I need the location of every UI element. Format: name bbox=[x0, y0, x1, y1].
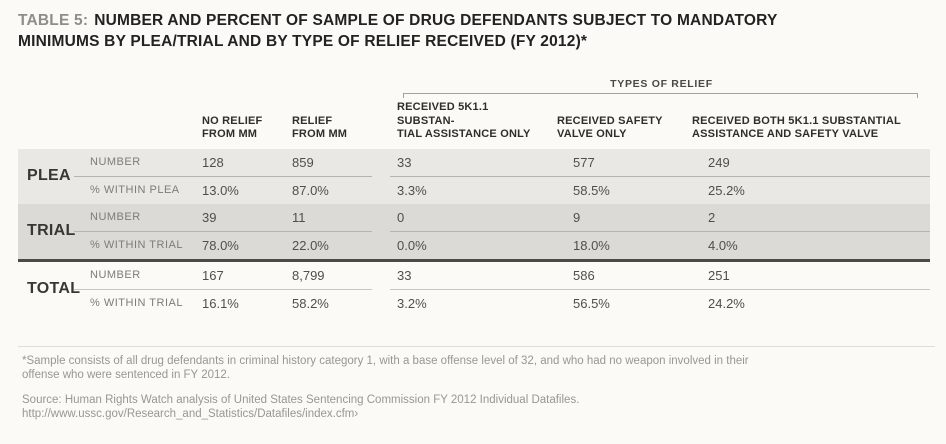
source-line: Source: Human Rights Watch analysis of U… bbox=[22, 393, 580, 406]
cell-value: 128 bbox=[202, 154, 224, 170]
cell-value: 16.1% bbox=[202, 295, 239, 311]
cell-value: 251 bbox=[708, 267, 730, 283]
column-header-safety-valve-only: RECEIVED SAFETY VALVE ONLY bbox=[557, 114, 663, 141]
group-label-total: TOTAL bbox=[27, 280, 81, 297]
types-of-relief-label: TYPES OF RELIEF bbox=[610, 78, 713, 90]
table-title-line2: MINIMUMS BY PLEA/TRIAL AND BY TYPE OF RE… bbox=[18, 33, 588, 50]
cell-value: 78.0% bbox=[202, 237, 239, 253]
cell-value: 87.0% bbox=[292, 182, 329, 198]
cell-value: 4.0% bbox=[708, 237, 738, 253]
cell-value: 33 bbox=[397, 267, 412, 283]
table-title-text: NUMBER AND PERCENT OF SAMPLE OF DRUG DEF… bbox=[94, 12, 778, 29]
table-row: % WITHIN PLEA 13.0% 87.0% 3.3% 58.5% 25.… bbox=[88, 177, 930, 204]
cell-value: 0 bbox=[397, 209, 405, 225]
row-divider bbox=[18, 288, 930, 290]
section-plea: PLEA NUMBER 128 859 33 577 249 % WITHIN … bbox=[18, 148, 930, 204]
cell-value: 586 bbox=[573, 267, 595, 283]
row-label: NUMBER bbox=[90, 211, 141, 223]
row-divider bbox=[18, 230, 930, 232]
section-total: TOTAL NUMBER 167 8,799 33 586 251 % WITH… bbox=[18, 262, 930, 317]
cell-value: 25.2% bbox=[708, 182, 745, 198]
footnotes: *Sample consists of all drug defendants … bbox=[22, 354, 946, 422]
cell-value: 39 bbox=[202, 209, 217, 225]
table-row: NUMBER 167 8,799 33 586 251 bbox=[88, 262, 930, 289]
cell-value: 577 bbox=[573, 154, 595, 170]
row-label: % WITHIN TRIAL bbox=[90, 239, 183, 251]
group-label-trial: TRIAL bbox=[27, 222, 76, 239]
data-table: TYPES OF RELIEF NO RELIEF FROM MM RELIEF… bbox=[18, 78, 930, 317]
source-footnote: Source: Human Rights Watch analysis of U… bbox=[22, 393, 946, 422]
row-label: NUMBER bbox=[90, 156, 141, 168]
column-header-both: RECEIVED BOTH 5K1.1 SUBSTANTIAL ASSISTAN… bbox=[692, 114, 901, 141]
table-title-line1: TABLE 5: NUMBER AND PERCENT OF SAMPLE OF … bbox=[18, 10, 808, 31]
relief-span-bracket bbox=[403, 93, 918, 98]
group-label-plea: PLEA bbox=[27, 167, 71, 184]
sample-footnote-line1: *Sample consists of all drug defendants … bbox=[22, 354, 749, 367]
cell-value: 58.5% bbox=[573, 182, 610, 198]
footnote-divider bbox=[18, 345, 935, 347]
source-url: http://www.ussc.gov/Research_and_Statist… bbox=[22, 408, 359, 420]
cell-value: 2 bbox=[708, 209, 716, 225]
table-row: % WITHIN TRIAL 78.0% 22.0% 0.0% 18.0% 4.… bbox=[88, 232, 930, 259]
cell-value: 18.0% bbox=[573, 237, 610, 253]
table-number-label: TABLE 5: bbox=[18, 12, 89, 29]
cell-value: 3.2% bbox=[397, 295, 427, 311]
cell-value: 9 bbox=[573, 209, 581, 225]
row-label: % WITHIN PLEA bbox=[90, 184, 180, 196]
row-label: % WITHIN TRIAL bbox=[90, 297, 183, 309]
column-header-5k11-only: RECEIVED 5K1.1 SUBSTAN- TIAL ASSISTANCE … bbox=[397, 101, 531, 140]
sample-footnote-line2: offense who were sentenced in FY 2012. bbox=[22, 369, 230, 381]
table-row: NUMBER 128 859 33 577 249 bbox=[88, 149, 930, 176]
table-row: % WITHIN TRIAL 16.1% 58.2% 3.2% 56.5% 24… bbox=[88, 290, 930, 317]
section-trial: TRIAL NUMBER 39 11 0 9 2 % WITHIN TRIAL … bbox=[18, 203, 930, 262]
cell-value: 859 bbox=[292, 154, 314, 170]
column-header-row: NO RELIEF FROM MM RELIEF FROM MM RECEIVE… bbox=[200, 101, 930, 149]
cell-value: 249 bbox=[708, 154, 730, 170]
cell-value: 58.2% bbox=[292, 295, 329, 311]
cell-value: 56.5% bbox=[573, 295, 610, 311]
column-header-relief: RELIEF FROM MM bbox=[292, 114, 348, 141]
cell-value: 167 bbox=[202, 267, 224, 283]
row-label: NUMBER bbox=[90, 269, 141, 281]
table-row: NUMBER 39 11 0 9 2 bbox=[88, 204, 930, 231]
cell-value: 24.2% bbox=[708, 295, 745, 311]
cell-value: 33 bbox=[397, 154, 412, 170]
cell-value: 0.0% bbox=[397, 237, 427, 253]
cell-value: 22.0% bbox=[292, 237, 329, 253]
table-title: TABLE 5: NUMBER AND PERCENT OF SAMPLE OF … bbox=[18, 10, 808, 52]
column-header-no-relief: NO RELIEF FROM MM bbox=[202, 114, 263, 141]
row-divider bbox=[18, 175, 930, 177]
cell-value: 3.3% bbox=[397, 182, 427, 198]
cell-value: 13.0% bbox=[202, 182, 239, 198]
cell-value: 8,799 bbox=[292, 267, 325, 283]
sample-footnote: *Sample consists of all drug defendants … bbox=[22, 354, 946, 383]
cell-value: 11 bbox=[292, 209, 306, 225]
